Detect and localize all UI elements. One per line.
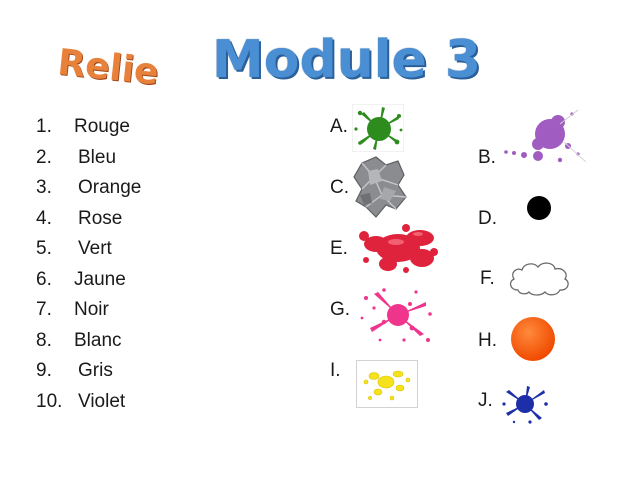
red-splat-icon bbox=[356, 222, 440, 276]
answer-letter-h: H. bbox=[478, 330, 497, 351]
item-word: Orange bbox=[78, 177, 142, 198]
answer-letter-d: D. bbox=[478, 208, 497, 229]
item-number: 6. bbox=[36, 268, 52, 290]
white-cloud-icon bbox=[506, 258, 572, 298]
answer-letter-e: E. bbox=[330, 238, 348, 259]
item-word: Rose bbox=[78, 207, 123, 229]
item-number: 7. bbox=[36, 299, 52, 320]
page-title: Module 3 bbox=[212, 30, 482, 90]
subtitle-relie: Relie bbox=[55, 42, 161, 94]
item-word: Rouge bbox=[74, 116, 130, 137]
answer-letter-g: G. bbox=[330, 299, 351, 320]
item-number: 3. bbox=[36, 177, 52, 198]
item-number: 2. bbox=[36, 146, 52, 168]
answer-letter-f: F. bbox=[480, 268, 495, 289]
answer-letter-i: I. bbox=[330, 360, 341, 381]
item-number: 4. bbox=[36, 207, 52, 229]
item-number: 1. bbox=[36, 116, 52, 137]
item-word: Jaune bbox=[74, 268, 126, 290]
answer-letter-b: B. bbox=[478, 147, 496, 168]
item-word: Bleu bbox=[78, 146, 117, 168]
item-word: Noir bbox=[74, 299, 109, 320]
item-word: Gris bbox=[78, 360, 113, 381]
black-dot-icon bbox=[526, 195, 552, 221]
orange-circle-icon bbox=[510, 316, 556, 362]
answer-letter-j: J. bbox=[478, 390, 493, 411]
green-splat-icon bbox=[352, 104, 404, 152]
item-word: Vert bbox=[78, 238, 112, 259]
blue-splat-icon bbox=[500, 384, 550, 424]
item-word: Blanc bbox=[74, 329, 122, 351]
purple-splat-icon bbox=[498, 104, 590, 170]
item-word: Violet bbox=[78, 390, 126, 412]
answer-letter-a: A. bbox=[330, 116, 348, 137]
pink-splat-icon bbox=[354, 284, 436, 346]
item-number: 10. bbox=[36, 390, 63, 412]
item-number: 8. bbox=[36, 329, 52, 351]
yellow-splat-icon bbox=[356, 360, 418, 408]
grey-crumpled-icon bbox=[352, 155, 408, 219]
item-number: 5. bbox=[36, 238, 52, 259]
item-number: 9. bbox=[36, 360, 52, 381]
answer-letter-c: C. bbox=[330, 177, 349, 198]
